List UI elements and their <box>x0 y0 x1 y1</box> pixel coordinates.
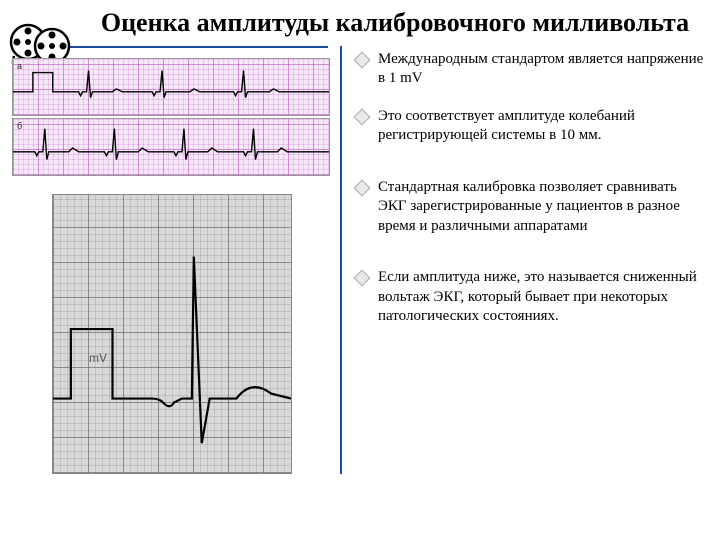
left-column: a б mV <box>12 46 342 474</box>
bullet-item-1: Международным стандартом является напряж… <box>356 50 708 89</box>
bullet-text-4: Если амплитуда ниже, это называется сниж… <box>378 268 708 327</box>
bullet-item-2: Это соответствует амплитуде колебаний ре… <box>356 107 708 146</box>
right-column: Международным стандартом является напряж… <box>356 46 708 474</box>
ecg-strip-b: б <box>12 118 330 176</box>
mv-label: mV <box>89 351 107 365</box>
ecg-strip-a: a <box>12 58 330 116</box>
calibration-figure: mV <box>52 194 292 474</box>
diamond-bullet-icon <box>354 108 371 125</box>
bullet-text-1: Международным стандартом является напряж… <box>378 50 708 89</box>
calibration-trace <box>53 256 291 443</box>
lead-label-a: a <box>17 61 22 71</box>
bullet-item-3: Стандартная калибровка позволяет сравнив… <box>356 178 708 237</box>
diamond-bullet-icon <box>354 179 371 196</box>
diamond-bullet-icon <box>354 270 371 287</box>
ecg-trace-b <box>13 129 329 160</box>
slide-title: Оценка амплитуды калибровочного милливол… <box>0 0 720 44</box>
bullet-text-3: Стандартная калибровка позволяет сравнив… <box>378 178 708 237</box>
content-area: a б mV Международным стандартом является… <box>0 44 720 482</box>
ecg-strips-container: a б <box>12 58 328 176</box>
diamond-bullet-icon <box>354 51 371 68</box>
bullet-text-2: Это соответствует амплитуде колебаний ре… <box>378 107 708 146</box>
ecg-trace-a <box>13 70 329 97</box>
bullet-item-4: Если амплитуда ниже, это называется сниж… <box>356 268 708 327</box>
lead-label-b: б <box>17 121 22 131</box>
